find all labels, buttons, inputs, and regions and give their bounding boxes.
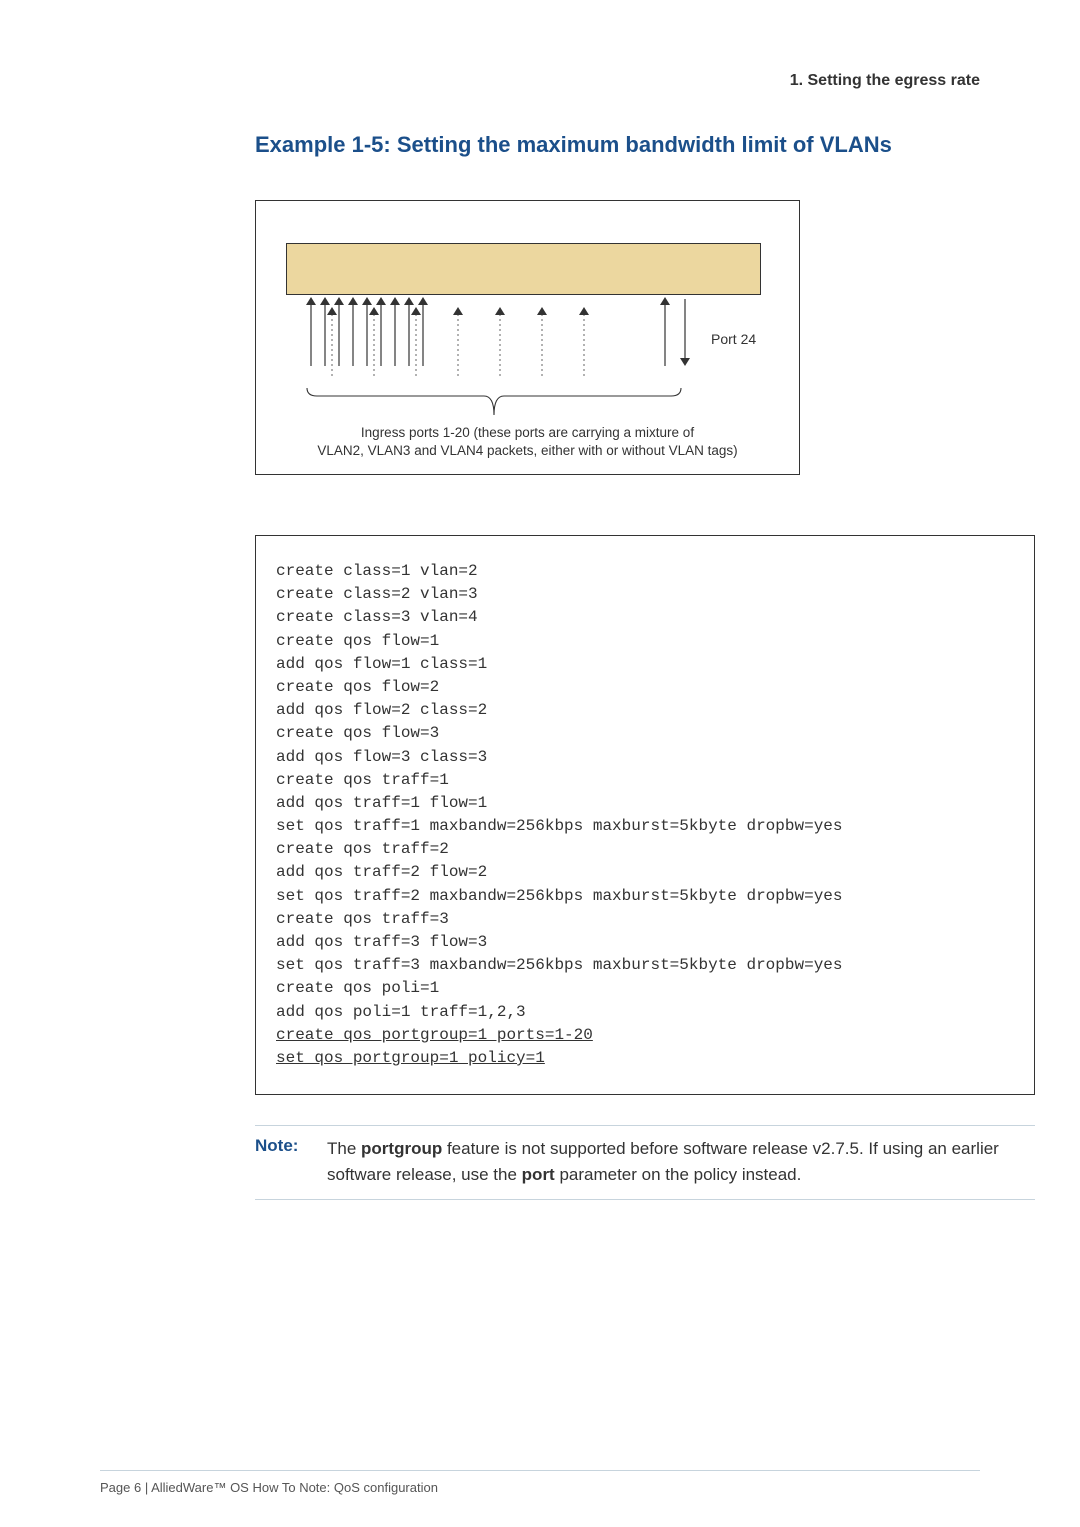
caption-line2: VLAN2, VLAN3 and VLAN4 packets, either w…: [317, 443, 737, 458]
note-pre1: The: [327, 1139, 361, 1158]
note-post1: parameter on the policy instead.: [555, 1165, 802, 1184]
content-area: Example 1-5: Setting the maximum bandwid…: [255, 132, 1035, 1200]
footer-divider: [100, 1470, 980, 1471]
port-label: Port 24: [711, 331, 756, 347]
code-block: create class=1 vlan=2 create class=2 vla…: [255, 535, 1035, 1095]
diagram: Port 24 Ingress ports 1-20 (these ports …: [255, 200, 800, 475]
note-text: The portgroup feature is not supported b…: [327, 1136, 1035, 1187]
footer-text: Page 6 | AlliedWare™ OS How To Note: QoS…: [100, 1480, 438, 1495]
section-header: 1. Setting the egress rate: [790, 72, 980, 90]
note-bold1: portgroup: [361, 1139, 442, 1158]
caption-line1: Ingress ports 1-20 (these ports are carr…: [361, 425, 694, 440]
diagram-caption: Ingress ports 1-20 (these ports are carr…: [286, 424, 769, 460]
example-title: Example 1-5: Setting the maximum bandwid…: [255, 132, 1035, 158]
note-label: Note:: [255, 1136, 327, 1187]
page: 1. Setting the egress rate Example 1-5: …: [0, 0, 1080, 1527]
note-bold2: port: [522, 1165, 555, 1184]
note-block: Note: The portgroup feature is not suppo…: [255, 1125, 1035, 1200]
